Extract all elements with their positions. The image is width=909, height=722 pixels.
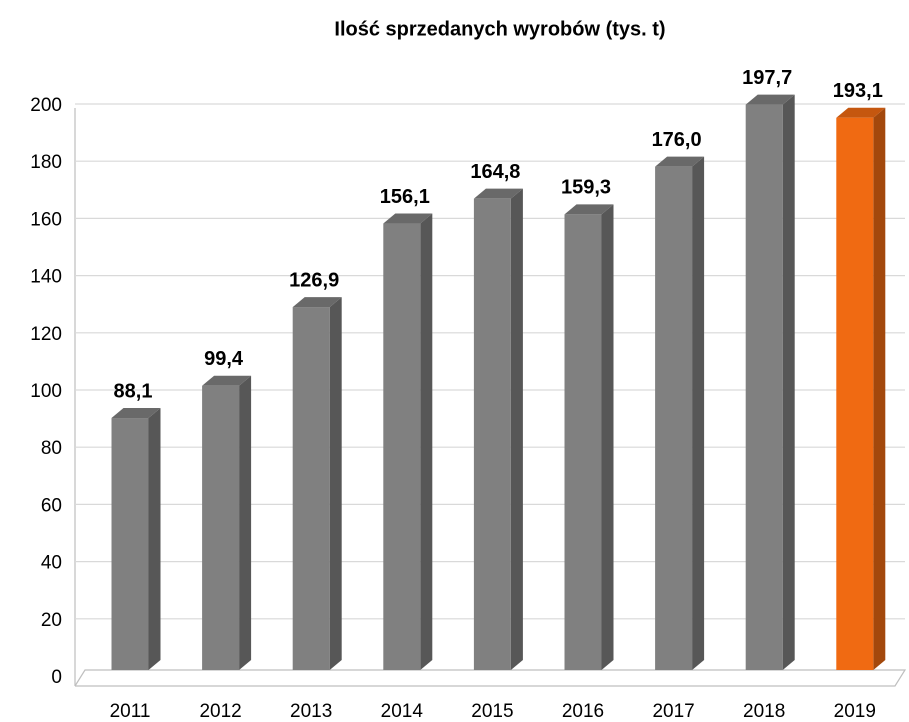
y-tick-label: 200 (30, 95, 62, 116)
y-tick-label: 0 (51, 667, 62, 688)
x-tick-label: 2015 (471, 701, 513, 722)
x-tick-label: 2011 (110, 701, 151, 722)
bar (383, 223, 421, 670)
bar-side (601, 204, 614, 671)
bar-side (692, 156, 705, 670)
bar-side (420, 213, 433, 670)
bar (836, 117, 874, 670)
y-tick-label: 120 (30, 324, 62, 345)
bar (655, 166, 693, 670)
bar-top (473, 188, 523, 199)
x-tick-label: 2018 (743, 701, 785, 722)
floor (74, 669, 907, 687)
bar (202, 385, 240, 670)
x-tick-label: 2019 (834, 701, 876, 722)
chart-title: Ilość sprzedanych wyrobów (tys. t) (334, 18, 665, 40)
bar-side (239, 375, 252, 670)
bar-top (745, 94, 795, 105)
value-label: 88,1 (114, 380, 153, 402)
bar-side (510, 188, 523, 670)
bar-side (873, 107, 886, 670)
bar-top (655, 156, 705, 167)
value-label: 99,4 (204, 348, 244, 370)
bar (473, 198, 511, 670)
y-tick-label: 20 (41, 610, 62, 631)
bar-top (836, 107, 886, 118)
y-tick-label: 80 (41, 438, 62, 459)
bar-side (782, 94, 795, 670)
bar-top (564, 204, 614, 215)
bar-top (202, 375, 252, 386)
x-tick-label: 2014 (381, 701, 424, 722)
bar-top (292, 297, 342, 308)
value-label: 159,3 (561, 177, 611, 199)
bar-top (383, 213, 433, 224)
y-tick-label: 160 (30, 209, 62, 230)
value-label: 126,9 (289, 269, 339, 291)
value-label: 197,7 (742, 67, 792, 89)
y-tick-label: 60 (41, 495, 62, 516)
bar-side (329, 297, 342, 670)
bar (564, 214, 602, 671)
value-label: 176,0 (652, 129, 702, 151)
y-tick-label: 140 (30, 267, 62, 288)
x-tick-label: 2017 (652, 701, 694, 722)
y-tick-label: 180 (30, 152, 62, 173)
y-tick-label: 40 (41, 553, 62, 574)
x-tick-label: 2013 (290, 701, 332, 722)
value-label: 164,8 (470, 161, 520, 183)
bar-top (111, 408, 161, 419)
x-tick-label: 2016 (562, 701, 604, 722)
bar (745, 104, 783, 670)
value-label: 156,1 (380, 186, 430, 208)
bar (111, 418, 149, 670)
y-tick-label: 100 (30, 381, 62, 402)
bar (292, 307, 330, 670)
bar-side (148, 408, 161, 670)
value-label: 193,1 (833, 80, 883, 102)
x-tick-label: 2012 (199, 701, 241, 722)
